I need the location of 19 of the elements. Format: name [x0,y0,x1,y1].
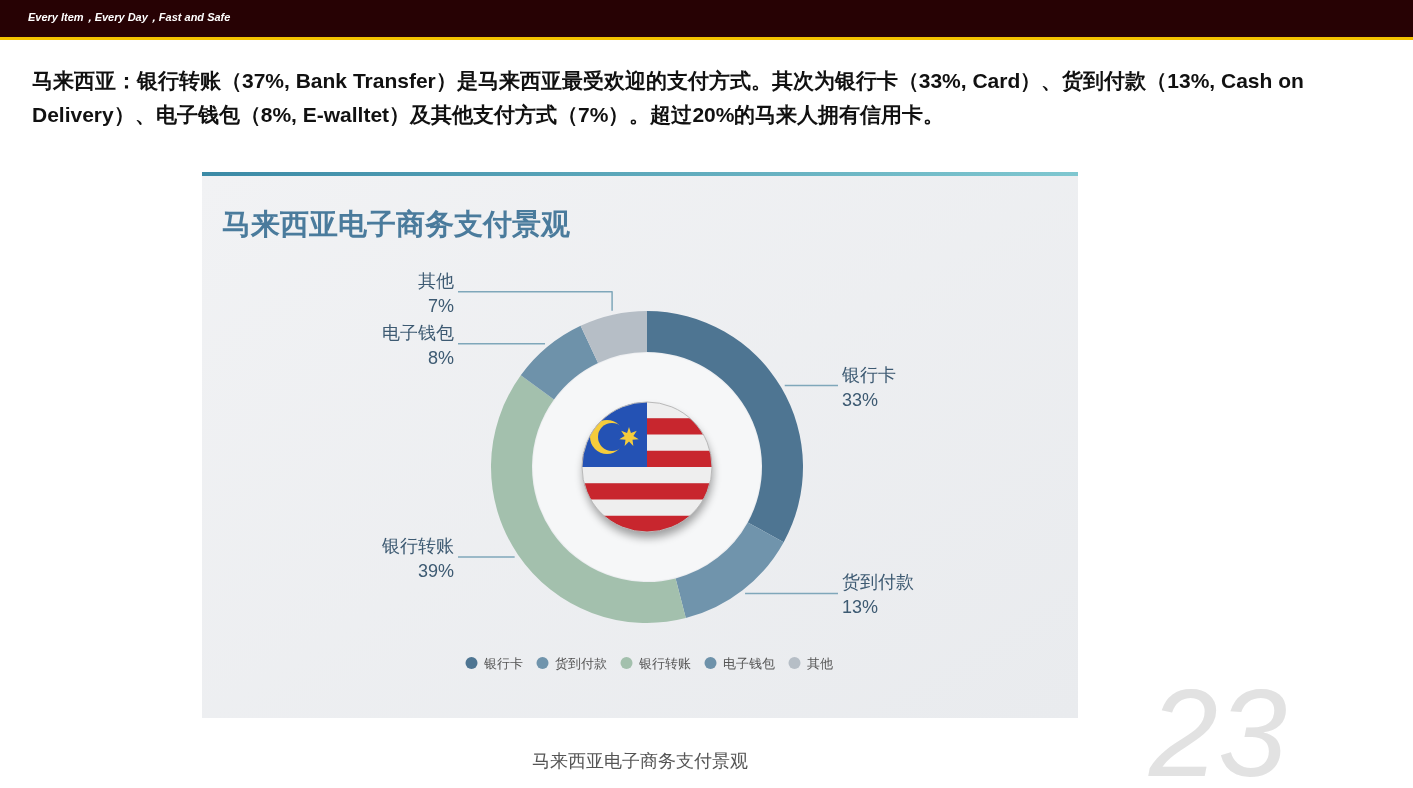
label-value: 13% [842,597,879,618]
label-name: 电子钱包 [382,322,454,343]
legend-label: 其他 [806,656,833,671]
label-value: 8% [428,347,454,368]
label-value: 39% [417,560,454,581]
legend-label: 电子钱包 [722,656,775,671]
label-name: 货到付款 [842,572,914,593]
label-value: 33% [842,389,879,410]
label-name: 银行转账 [382,535,454,556]
label-name: 其他 [418,270,454,291]
legend-label: 银行转账 [638,656,691,671]
label-value: 7% [428,295,454,316]
intro-text: 马来西亚：银行转账（37%, Bank Transfer）是马来西亚最受欢迎的支付方式。其次为银行卡（33%, Card）、货到付款（13%, Cash on Delivery）、电子钱包（8%, E-walltet）及其他支付方式（7%）。超过20%的马来人拥有信用卡。 [32,68,1305,128]
header-note: Every Item，Every Day，Fast and Safe [28,11,231,23]
label-name: 银行卡 [842,364,896,385]
title: 马来西亚电子商务支付景观 [222,208,570,240]
legend-label: 银行卡 [483,656,523,671]
caption: 马来西亚电子商务支付景观 [532,751,748,771]
legend-label: 货到付款 [554,656,607,671]
